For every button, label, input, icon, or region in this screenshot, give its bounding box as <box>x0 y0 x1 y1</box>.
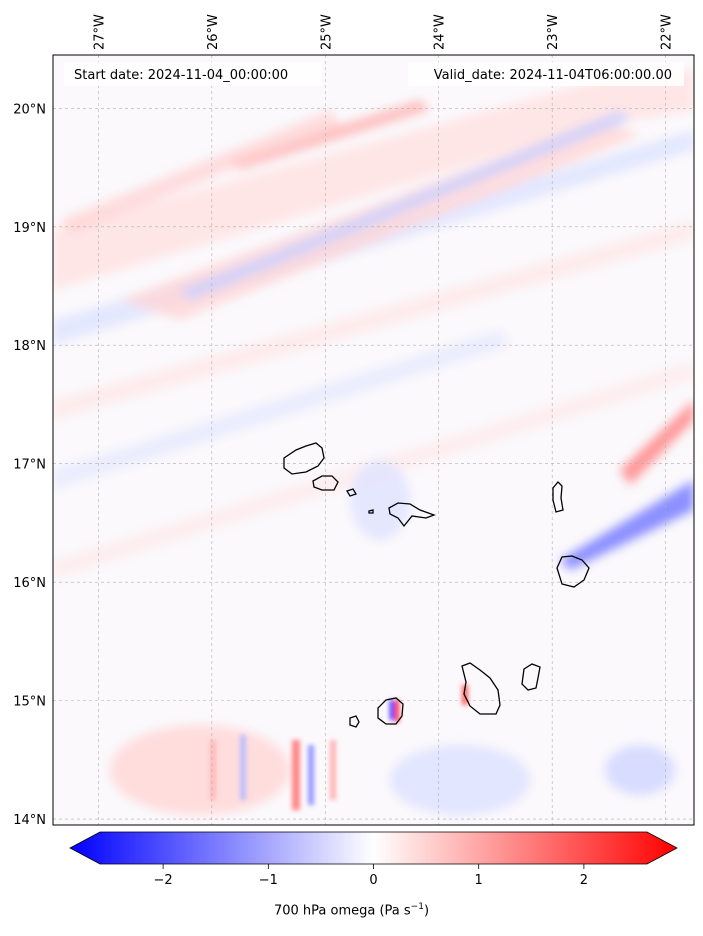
colorbar-tick-label: 1 <box>475 873 483 888</box>
lat-tick-label: 14°N <box>13 813 46 828</box>
colorbar-gradient <box>69 831 678 865</box>
island-santa-luzia <box>346 488 357 497</box>
island-fogo <box>377 697 404 725</box>
lat-tick-label: 16°N <box>13 576 46 591</box>
colorbar-tick-label: 2 <box>580 873 588 888</box>
island-santo-antao <box>283 442 325 475</box>
island-santiago <box>461 662 501 715</box>
island-sao-vicente <box>312 475 339 491</box>
colorbar-tick-label: 0 <box>369 873 377 888</box>
lat-tick-label: 19°N <box>13 221 46 236</box>
lat-tick-label: 15°N <box>13 695 46 710</box>
gridlines <box>53 55 694 825</box>
lon-tick-label: 22°W <box>660 14 675 50</box>
colorbar-ticks: −2 −1 0 1 2 <box>154 864 588 888</box>
lon-tick-label: 25°W <box>319 14 334 50</box>
lon-tick-label: 27°W <box>92 14 107 50</box>
colorbar-label-main: 700 hPa omega (Pa s <box>273 903 411 919</box>
island-brava <box>349 715 360 728</box>
valid-label-box <box>408 62 684 86</box>
colorbar-tick-label: −2 <box>154 873 173 888</box>
island-sao-nicolau <box>388 502 436 528</box>
colorbar: −2 −1 0 1 2 <box>69 831 678 888</box>
island-maio <box>521 663 541 691</box>
lon-tick-label: 24°W <box>433 14 448 50</box>
island-branco <box>368 509 374 514</box>
island-boa-vista <box>556 555 590 588</box>
start-label-box <box>64 62 322 86</box>
lon-tick-label: 26°W <box>206 14 221 50</box>
omega-field <box>53 70 694 815</box>
lat-tick-label: 17°N <box>13 458 46 473</box>
island-sal <box>552 481 564 513</box>
lon-tick-label: 23°W <box>546 14 561 50</box>
longitude-tick-labels: 27°W 26°W 25°W 24°W 23°W 22°W <box>92 14 674 50</box>
valid-date-label: Valid_date: 2024-11-04T06:00:00.00 <box>434 68 672 83</box>
colorbar-tick-label: −1 <box>259 873 278 888</box>
start-date-label: Start date: 2024-11-04_00:00:00 <box>74 68 288 83</box>
lat-tick-label: 18°N <box>13 339 46 354</box>
lat-tick-label: 20°N <box>13 102 46 117</box>
map-frame <box>52 54 695 826</box>
colorbar-label-end: ) <box>423 903 430 919</box>
latitude-tick-labels: 20°N 19°N 18°N 17°N 16°N 15°N 14°N <box>13 102 46 828</box>
colorbar-label: 700 hPa omega (Pa s−1) <box>0 902 703 918</box>
colorbar-label-exponent: −1 <box>410 902 424 912</box>
island-coastlines <box>283 442 590 728</box>
